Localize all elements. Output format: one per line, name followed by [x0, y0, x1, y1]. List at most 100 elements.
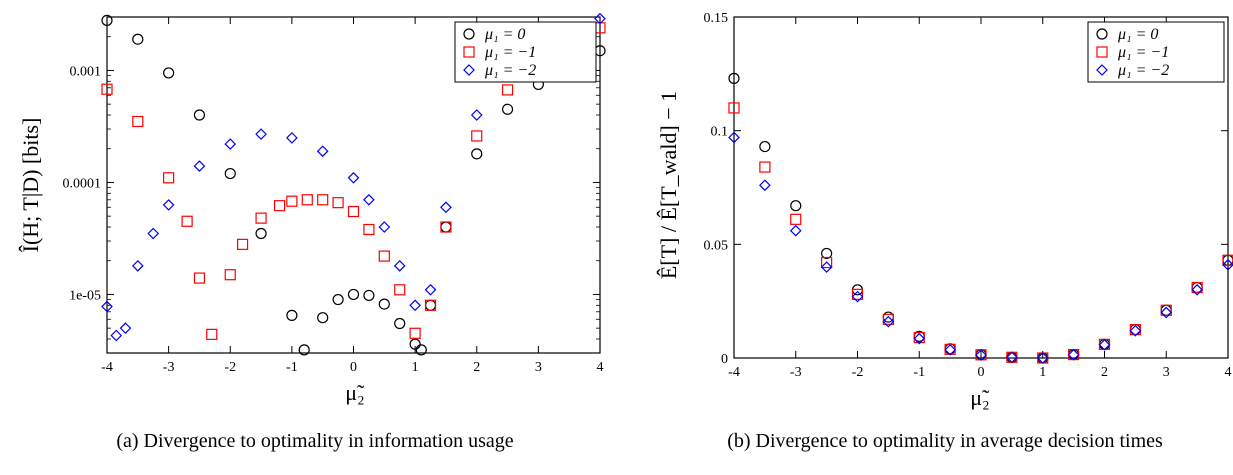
- data-point: [1006, 351, 1018, 364]
- data-point: [193, 160, 206, 172]
- x-tick-label: 0: [350, 360, 357, 375]
- x-axis-label: μ̃₂: [345, 380, 365, 405]
- data-point: [789, 224, 802, 237]
- data-point: [594, 12, 606, 25]
- axis-ticks: -4 -3 -2 -1 0 1 2 3 4 1e-05 0.0001 0.001: [63, 16, 604, 375]
- legend-label: μ₁ = −1: [1117, 44, 1169, 61]
- data-point: [101, 14, 113, 26]
- data-point: [317, 194, 329, 206]
- data-point: [101, 83, 113, 95]
- y-tick-label: 0.0001: [63, 176, 102, 191]
- x-tick-label: 3: [1163, 365, 1170, 380]
- legend-marker: [1096, 46, 1108, 58]
- data-point: [790, 200, 802, 212]
- data-point: [415, 344, 427, 356]
- data-point: [224, 269, 236, 281]
- data-point: [255, 128, 267, 140]
- data-point: [759, 179, 771, 192]
- data-point: [820, 261, 833, 273]
- data-point: [851, 288, 864, 300]
- data-point: [1129, 324, 1142, 337]
- data-point: [286, 309, 298, 321]
- data-point: [132, 115, 144, 128]
- data-point: [316, 145, 329, 158]
- legend-marker: [1096, 28, 1108, 40]
- legend-label: μ₁ = −2: [1117, 62, 1169, 79]
- data-point: [378, 298, 390, 310]
- data-point: [882, 315, 895, 328]
- data-point: [347, 288, 360, 301]
- data-point: [347, 205, 360, 218]
- x-tick-label: -1: [913, 365, 925, 380]
- data-point: [378, 221, 391, 233]
- data-point: [193, 272, 206, 284]
- legend-label: μ₁ = −1: [484, 44, 536, 61]
- data-point: [913, 331, 925, 344]
- data-point: [317, 312, 329, 324]
- y-axis-label: Ê[T] / Ê[T_wald] − 1: [656, 91, 681, 279]
- y-tick-label: 0.001: [70, 64, 102, 79]
- data-point: [424, 299, 437, 311]
- x-tick-label: 1: [412, 360, 419, 375]
- legend-label: μ₁ = 0: [1117, 26, 1158, 43]
- data-point: [1191, 281, 1203, 294]
- x-tick-label: -2: [224, 360, 236, 375]
- data-point: [181, 215, 193, 227]
- data-point: [1129, 323, 1141, 336]
- data-point: [1191, 283, 1203, 296]
- data-point: [882, 313, 894, 325]
- data-point: [424, 299, 437, 311]
- data-point: [728, 102, 740, 114]
- data-point: [821, 256, 833, 269]
- data-point: [363, 193, 375, 206]
- data-point: [378, 250, 390, 262]
- data-point: [851, 290, 864, 303]
- legend-marker: [463, 28, 475, 40]
- x-tick-label: -3: [790, 365, 802, 380]
- x-tick-label: 4: [1225, 365, 1232, 380]
- data-point: [132, 33, 144, 45]
- data-point: [206, 328, 218, 340]
- data-point: [255, 227, 267, 240]
- data-point: [101, 300, 113, 313]
- x-axis-label: μ̃₂: [970, 385, 990, 410]
- legend-marker: [463, 46, 475, 58]
- data-point: [790, 213, 802, 225]
- legend: μ₁ = 0μ₁ = −1μ₁ = −2: [1087, 21, 1225, 83]
- data-point: [759, 140, 771, 153]
- caption-a: (a) Divergence to optimality in informat…: [116, 430, 514, 452]
- data-point: [301, 194, 313, 206]
- data-point: [975, 349, 987, 361]
- x-tick-label: 3: [535, 360, 542, 375]
- data-point: [1067, 348, 1080, 361]
- data-point: [224, 167, 236, 180]
- data-point: [1036, 352, 1049, 364]
- axis-ticks: -4 -3 -2 -1 0 1 2 3 4 0 0.05 0.1 0.15: [704, 11, 1232, 380]
- data-point: [193, 109, 206, 121]
- data-point: [821, 247, 833, 260]
- y-axis-label: Î(H; T|D) [bits]: [18, 118, 43, 253]
- data-point: [224, 138, 237, 150]
- x-tick-label: -2: [852, 365, 864, 380]
- data-point: [470, 109, 483, 121]
- data-point: [1160, 306, 1173, 319]
- data-point: [440, 221, 452, 233]
- data-point: [236, 238, 249, 250]
- caption-b: (b) Divergence to optimality in average …: [727, 430, 1163, 452]
- data-point: [440, 221, 452, 233]
- legend-box: [454, 21, 597, 83]
- data-point: [119, 322, 132, 335]
- x-tick-label: 2: [1101, 365, 1108, 380]
- legend-marker: [463, 64, 475, 76]
- data-point: [440, 201, 452, 214]
- data-point: [409, 327, 421, 339]
- x-tick-label: -4: [101, 360, 113, 375]
- data-points: [101, 12, 606, 356]
- data-point: [347, 171, 360, 184]
- data-points: [728, 72, 1233, 364]
- data-point: [1098, 338, 1111, 350]
- data-point: [1006, 351, 1018, 363]
- data-point: [286, 132, 298, 144]
